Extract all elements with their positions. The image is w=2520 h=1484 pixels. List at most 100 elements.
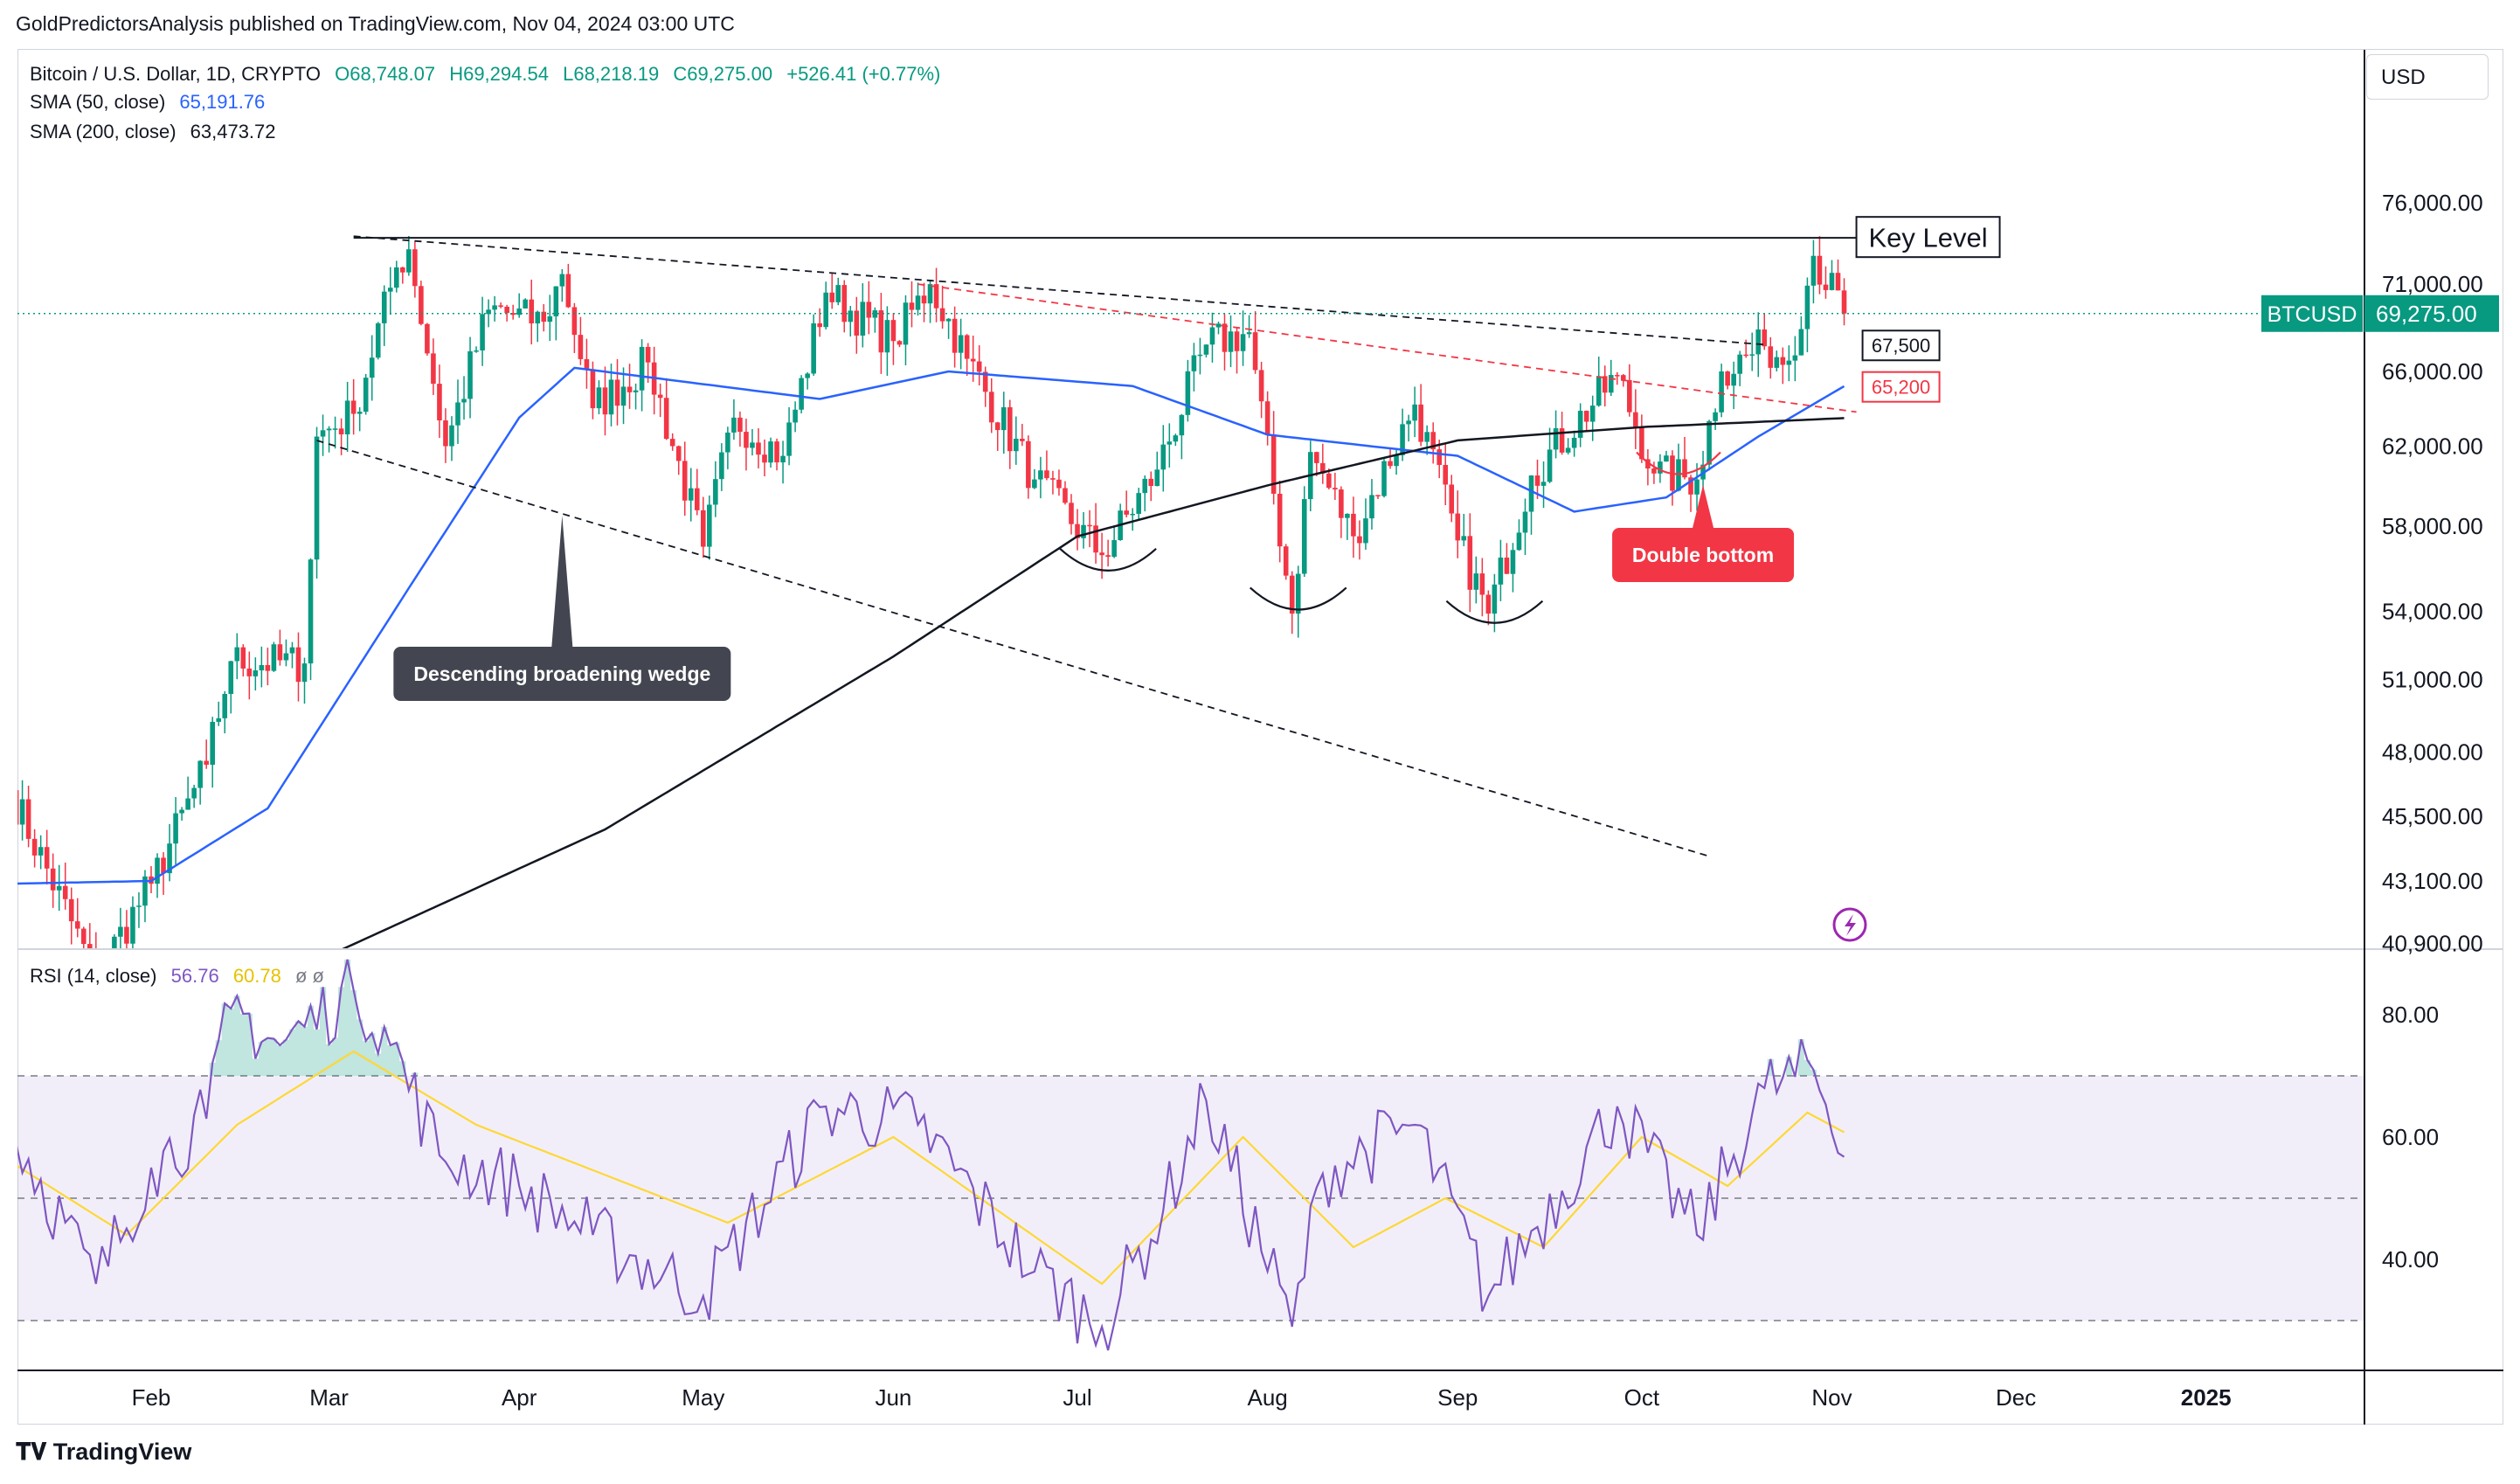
- candle: [1516, 519, 1522, 551]
- candle-body: [130, 906, 135, 944]
- candle: [375, 322, 381, 360]
- candle: [25, 785, 31, 848]
- symbol-tag-text: BTCUSD: [2267, 302, 2357, 327]
- candle: [455, 379, 460, 444]
- level-67500-label: 67,500: [1861, 329, 1941, 362]
- candle-body: [498, 305, 503, 307]
- candle: [1000, 392, 1007, 454]
- candle-body: [682, 461, 688, 501]
- candle-body: [1197, 354, 1203, 357]
- candle-body: [1737, 354, 1742, 374]
- price-tick-label: 62,000.00: [2382, 433, 2483, 460]
- time-tick-label: Jul: [1063, 1384, 1091, 1411]
- rsi-ma-line: [17, 1050, 1845, 1286]
- candle: [731, 399, 737, 440]
- candle: [443, 408, 448, 463]
- candle: [400, 267, 405, 284]
- sma50-legend[interactable]: SMA (50, close) 65,191.76: [30, 91, 265, 114]
- candle: [449, 416, 454, 461]
- candle: [1835, 259, 1841, 291]
- candle: [1270, 411, 1277, 505]
- candle-body: [1142, 478, 1148, 494]
- ohlc-high: H69,294.54: [449, 63, 549, 85]
- candle-body: [1301, 499, 1307, 574]
- candle: [44, 829, 50, 885]
- candle-body: [1479, 573, 1485, 595]
- candle-body: [1498, 557, 1504, 585]
- candle: [1670, 450, 1675, 506]
- candle-body: [155, 857, 160, 884]
- candle: [1596, 357, 1602, 407]
- candle-body: [492, 305, 497, 310]
- ohlc-open: O68,748.07: [335, 63, 436, 85]
- candle: [1063, 481, 1068, 505]
- candle-body: [1179, 414, 1185, 436]
- candle-body: [516, 308, 522, 316]
- candle: [1339, 486, 1344, 538]
- candle-body: [1339, 489, 1344, 518]
- candle-body: [295, 647, 301, 683]
- rsi-value: 56.76: [170, 965, 219, 987]
- candle: [320, 414, 326, 456]
- candle: [829, 272, 835, 309]
- candle: [1437, 440, 1442, 479]
- candle-body: [17, 790, 19, 825]
- candle-body: [1633, 412, 1638, 428]
- candle: [1381, 459, 1387, 498]
- sma200-legend[interactable]: SMA (200, close) 63,473.72: [30, 121, 276, 143]
- candle-body: [578, 335, 584, 359]
- candle-body: [669, 439, 675, 447]
- candle: [1007, 399, 1013, 469]
- candle: [271, 641, 277, 672]
- candle: [571, 302, 578, 353]
- candle-body: [688, 488, 694, 501]
- candle-body: [1719, 371, 1724, 413]
- candle-body: [112, 936, 117, 948]
- candle-body: [1050, 478, 1056, 480]
- candle: [952, 306, 958, 368]
- candle: [191, 784, 197, 808]
- candle-body: [100, 976, 105, 978]
- candle-body: [1473, 573, 1479, 590]
- candle: [1277, 480, 1283, 563]
- candle: [308, 558, 314, 681]
- candle: [669, 433, 675, 451]
- level-65200-label-text: 65,200: [1872, 377, 1930, 399]
- candle-body: [1658, 461, 1663, 474]
- candle-body: [805, 373, 810, 378]
- rsi-legend[interactable]: RSI (14, close) 56.76 60.78 ø ø: [30, 965, 324, 988]
- candle: [927, 280, 933, 323]
- candle-body: [1602, 376, 1608, 393]
- candle: [1430, 422, 1436, 464]
- candle-body: [387, 288, 393, 292]
- candle-body: [541, 311, 547, 322]
- candle-body: [173, 813, 178, 844]
- candle-body: [793, 409, 798, 423]
- candle-body: [620, 386, 627, 406]
- time-tick-label: Mar: [309, 1384, 349, 1411]
- double-bottom-callout: Double bottom: [1612, 485, 1795, 582]
- candle-body: [1829, 273, 1835, 290]
- candle: [1719, 364, 1724, 418]
- candle-body: [1798, 329, 1804, 356]
- time-tick-label: Oct: [1624, 1384, 1660, 1411]
- candle: [265, 648, 271, 686]
- candle: [344, 381, 350, 453]
- candle-body: [1345, 513, 1350, 518]
- candle-body: [74, 921, 80, 929]
- time-tick-label: Jun: [875, 1384, 911, 1411]
- sma50-value: 65,191.76: [179, 91, 266, 113]
- candle: [1314, 451, 1319, 476]
- candle-body: [1510, 550, 1516, 574]
- candle-body: [1547, 449, 1553, 482]
- candle-body: [1731, 373, 1736, 386]
- level-65200-label-box: [1861, 371, 1941, 403]
- candle-body: [645, 346, 651, 363]
- candle-body: [1467, 536, 1473, 590]
- candle: [823, 281, 828, 329]
- candle: [1762, 313, 1768, 350]
- bottom-arc-october: [1636, 451, 1721, 475]
- candle: [1651, 461, 1657, 484]
- currency-button[interactable]: USD: [2366, 54, 2489, 100]
- candle-body: [737, 417, 743, 433]
